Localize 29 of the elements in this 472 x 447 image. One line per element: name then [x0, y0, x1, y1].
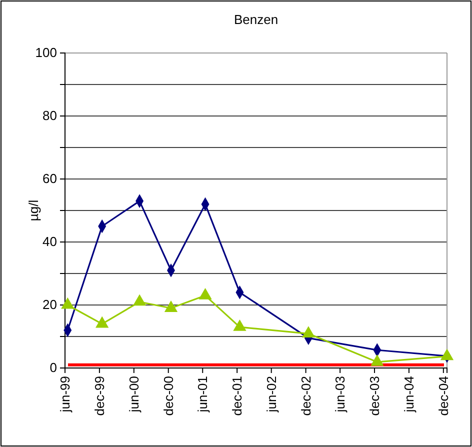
x-tick-label: jun-03: [332, 376, 348, 414]
chart-title: Benzen: [234, 12, 278, 27]
x-tick-label: dec-04: [436, 376, 451, 416]
x-tick-label: jun-04: [402, 376, 417, 414]
y-tick-label: 100: [35, 45, 57, 60]
x-tick-label: jun-99: [58, 376, 73, 414]
y-tick-label: 20: [42, 297, 57, 312]
x-tick-label: jun-02: [264, 376, 279, 414]
point: [96, 316, 109, 328]
y-tick-label: 40: [42, 234, 57, 250]
x-tick-label: dec-02: [298, 376, 314, 416]
x-tick-label: jun-00: [126, 376, 142, 414]
x-tick-label: dec-00: [160, 376, 176, 416]
point: [61, 297, 74, 309]
point: [302, 326, 316, 338]
x-tick-label: jun-01: [195, 376, 210, 414]
y-tick-label: 60: [42, 171, 57, 186]
point: [198, 288, 212, 300]
point: [164, 300, 178, 312]
point: [132, 294, 146, 306]
x-tick-label: dec-99: [92, 376, 108, 416]
y-tick-label: 0: [50, 360, 57, 376]
x-tick-label: dec-01: [230, 376, 245, 416]
y-tick-label: 80: [42, 108, 57, 124]
y-axis-title: µg/l: [26, 200, 41, 222]
point: [370, 354, 384, 366]
point: [440, 348, 454, 360]
point: [233, 319, 246, 331]
x-tick-label: dec-03: [367, 376, 382, 416]
